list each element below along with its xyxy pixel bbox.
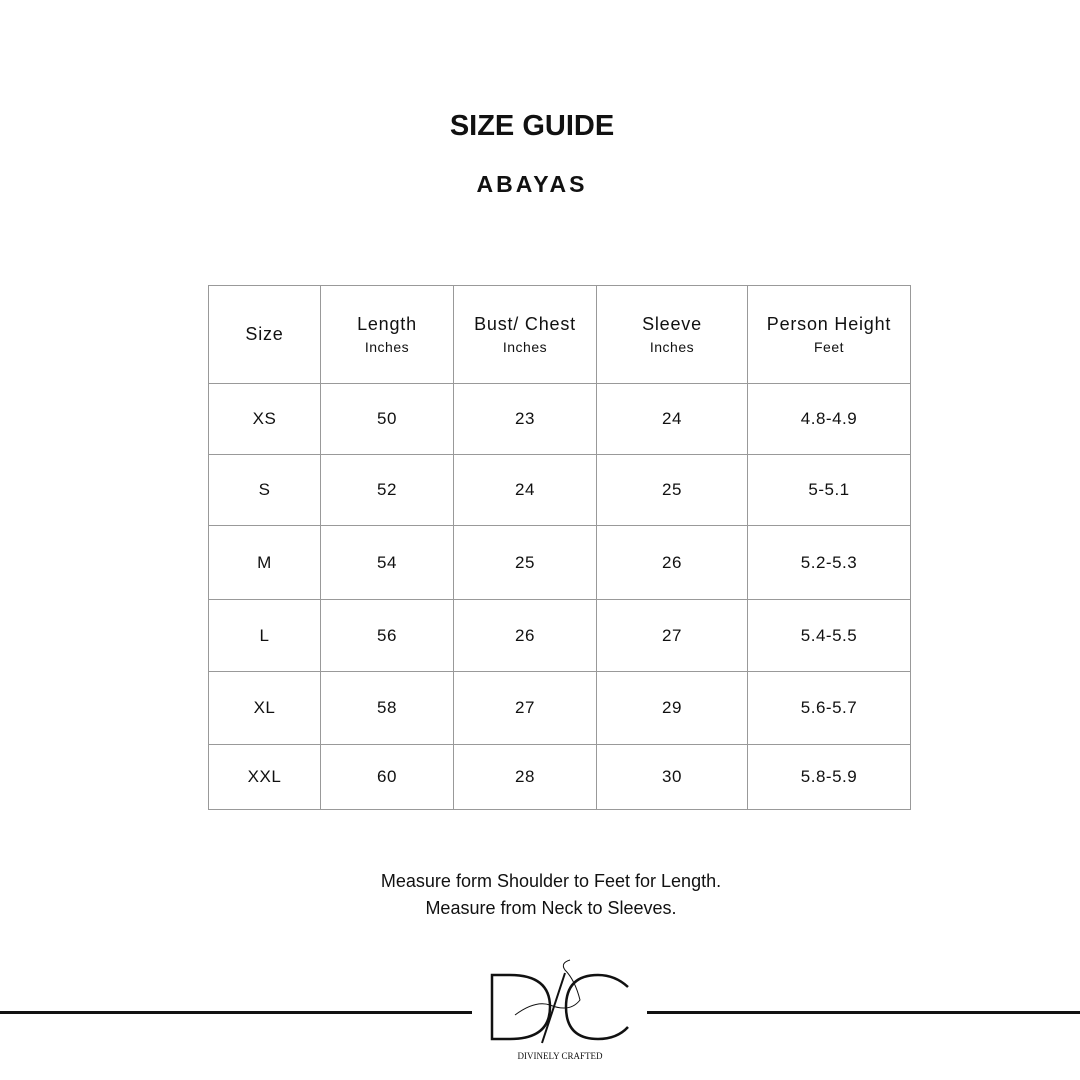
header-unit: Inches [502, 339, 548, 355]
table-cell: 24 [596, 383, 748, 455]
note-line: Measure form Shoulder to Feet for Length… [380, 871, 722, 891]
header-label: Length [357, 314, 417, 334]
table-row: L 56 26 27 5.4-5.5 [208, 599, 911, 672]
table-cell: XXL [208, 744, 321, 810]
divider-left [0, 1011, 472, 1014]
table-cell: 24 [453, 454, 597, 526]
table-cell: 52 [320, 454, 454, 526]
table-cell: 5.4-5.5 [747, 599, 911, 672]
table-cell: 25 [596, 454, 748, 526]
table-cell: 26 [596, 525, 748, 600]
table-row: XS 50 23 24 4.8-4.9 [208, 383, 911, 455]
measurement-notes: Measure form Shoulder to Feet for Length… [0, 868, 1080, 922]
table-cell: 54 [320, 525, 454, 600]
header-cell: Sleeve Inches [596, 285, 748, 384]
header-label: Size [245, 324, 284, 344]
table-cell: 23 [453, 383, 597, 455]
table-cell: 50 [320, 383, 454, 455]
table-cell: 27 [453, 671, 597, 745]
page-subtitle: ABAYAS [476, 171, 588, 197]
note-line: Measure from Neck to Sleeves. [425, 898, 677, 918]
table-row: S 52 24 25 5-5.1 [208, 454, 911, 526]
header-cell: Size [208, 285, 321, 384]
header-cell: Person Height Feet [747, 285, 911, 384]
table-row: M 54 25 26 5.2-5.3 [208, 525, 911, 600]
table-cell: 5.8-5.9 [747, 744, 911, 810]
page-title: SIZE GUIDE [449, 110, 615, 142]
brand-logo: DIVINELY CRAFTED [480, 955, 640, 1065]
header-unit: Feet [813, 339, 844, 355]
table-cell: 27 [596, 599, 748, 672]
header-label: Person Height [766, 314, 892, 334]
table-row: XXL 60 28 30 5.8-5.9 [208, 744, 911, 810]
table-cell: 56 [320, 599, 454, 672]
header-label: Bust/ Chest [474, 314, 576, 334]
table-cell: 5.6-5.7 [747, 671, 911, 745]
table-cell: 60 [320, 744, 454, 810]
header-label: Sleeve [642, 314, 702, 334]
table-cell: L [208, 599, 321, 672]
logo-text: DIVINELY CRAFTED [517, 1051, 603, 1061]
table-cell: 5-5.1 [747, 454, 911, 526]
table-cell: 26 [453, 599, 597, 672]
table-cell: 58 [320, 671, 454, 745]
table-cell: 29 [596, 671, 748, 745]
table-cell: 28 [453, 744, 597, 810]
table-row: XL 58 27 29 5.6-5.7 [208, 671, 911, 745]
table-cell: 25 [453, 525, 597, 600]
table-cell: XL [208, 671, 321, 745]
table-cell: XS [208, 383, 321, 455]
size-table: Size Length Inches Bust/ Chest Inches Slee… [208, 285, 911, 810]
header-unit: Inches [364, 339, 410, 355]
table-cell: S [208, 454, 321, 526]
divider-right [647, 1011, 1080, 1014]
table-cell: 4.8-4.9 [747, 383, 911, 455]
table-cell: M [208, 525, 321, 600]
header-cell: Length Inches [320, 285, 454, 384]
header-unit: Inches [649, 339, 695, 355]
logo-monogram-icon: DIVINELY CRAFTED [490, 959, 629, 1061]
table-cell: 30 [596, 744, 748, 810]
table-header-row: Size Length Inches Bust/ Chest Inches Slee… [208, 285, 911, 384]
table-cell: 5.2-5.3 [747, 525, 911, 600]
header-cell: Bust/ Chest Inches [453, 285, 597, 384]
